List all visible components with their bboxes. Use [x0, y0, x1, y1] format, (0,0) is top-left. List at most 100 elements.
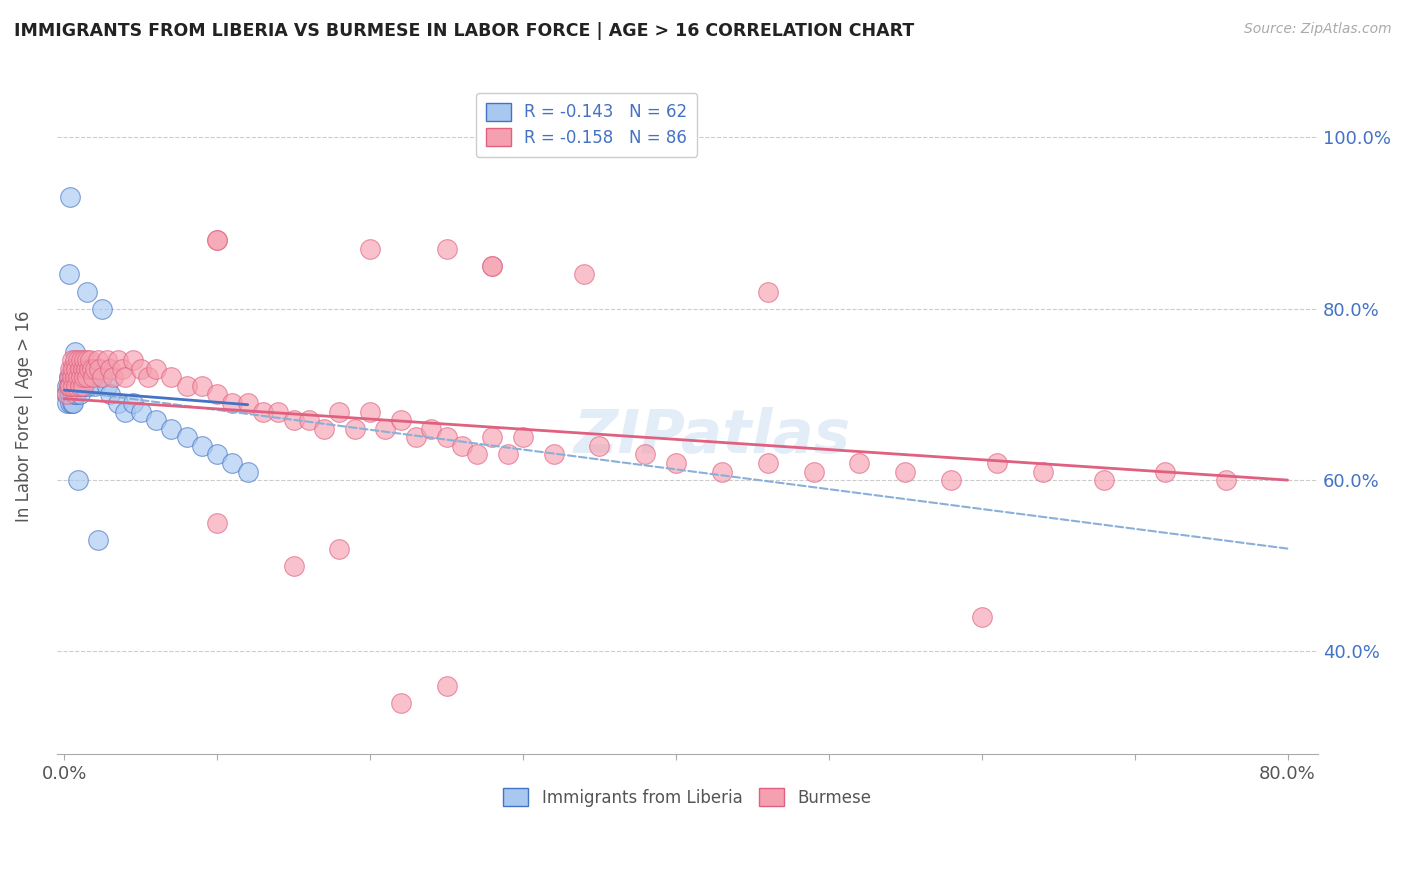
Point — [58, 370, 80, 384]
Point — [63, 361, 86, 376]
Point — [58, 379, 80, 393]
Point — [96, 379, 118, 393]
Point — [60, 353, 83, 368]
Point — [129, 361, 152, 376]
Point — [59, 361, 82, 376]
Point — [970, 610, 993, 624]
Point — [75, 361, 97, 376]
Point — [66, 379, 89, 393]
Point — [450, 439, 472, 453]
Point — [1032, 465, 1054, 479]
Point — [389, 413, 412, 427]
Point — [138, 370, 160, 384]
Point — [107, 396, 129, 410]
Point — [98, 361, 121, 376]
Point — [103, 370, 125, 384]
Point — [328, 541, 350, 556]
Point — [65, 379, 87, 393]
Point — [72, 361, 94, 376]
Point — [83, 361, 105, 376]
Point — [82, 370, 104, 384]
Point — [848, 456, 870, 470]
Point — [73, 370, 96, 384]
Point — [59, 379, 82, 393]
Point — [298, 413, 321, 427]
Point — [191, 379, 214, 393]
Point — [63, 370, 86, 384]
Point — [69, 361, 91, 376]
Point — [205, 233, 228, 247]
Point — [73, 353, 96, 368]
Point — [114, 404, 136, 418]
Point — [236, 465, 259, 479]
Point — [359, 404, 381, 418]
Point — [252, 404, 274, 418]
Point — [512, 430, 534, 444]
Point — [91, 301, 114, 316]
Point — [66, 473, 89, 487]
Point — [80, 370, 103, 384]
Point — [634, 447, 657, 461]
Point — [91, 370, 114, 384]
Point — [77, 361, 100, 376]
Point — [66, 370, 89, 384]
Point — [72, 379, 94, 393]
Text: IMMIGRANTS FROM LIBERIA VS BURMESE IN LABOR FORCE | AGE > 16 CORRELATION CHART: IMMIGRANTS FROM LIBERIA VS BURMESE IN LA… — [14, 22, 914, 40]
Point — [543, 447, 565, 461]
Point — [160, 422, 183, 436]
Point — [176, 430, 198, 444]
Point — [69, 379, 91, 393]
Point — [205, 516, 228, 530]
Point — [129, 404, 152, 418]
Point — [69, 379, 91, 393]
Point — [77, 379, 100, 393]
Point — [205, 233, 228, 247]
Point — [63, 387, 86, 401]
Point — [76, 285, 98, 299]
Point — [65, 370, 87, 384]
Point — [89, 361, 111, 376]
Point — [221, 456, 243, 470]
Point — [60, 370, 83, 384]
Point — [69, 387, 91, 401]
Point — [122, 353, 145, 368]
Point — [481, 259, 503, 273]
Point — [145, 361, 167, 376]
Point — [343, 422, 366, 436]
Point — [59, 387, 82, 401]
Point — [191, 439, 214, 453]
Point — [60, 379, 83, 393]
Point — [69, 361, 91, 376]
Point — [58, 379, 80, 393]
Point — [58, 268, 80, 282]
Point — [79, 353, 101, 368]
Point — [58, 370, 80, 384]
Point — [374, 422, 396, 436]
Point — [63, 353, 86, 368]
Point — [60, 387, 83, 401]
Point — [63, 344, 86, 359]
Point — [236, 396, 259, 410]
Point — [405, 430, 427, 444]
Point — [55, 387, 77, 401]
Point — [91, 370, 114, 384]
Point — [1154, 465, 1177, 479]
Point — [1215, 473, 1237, 487]
Point — [145, 413, 167, 427]
Point — [986, 456, 1008, 470]
Point — [79, 361, 101, 376]
Point — [894, 465, 917, 479]
Point — [87, 533, 110, 547]
Point — [114, 370, 136, 384]
Point — [56, 379, 79, 393]
Point — [62, 379, 84, 393]
Point — [60, 361, 83, 376]
Point — [436, 679, 458, 693]
Point — [283, 413, 305, 427]
Point — [70, 370, 93, 384]
Point — [80, 361, 103, 376]
Point — [75, 361, 97, 376]
Text: Source: ZipAtlas.com: Source: ZipAtlas.com — [1244, 22, 1392, 37]
Point — [62, 387, 84, 401]
Point — [62, 361, 84, 376]
